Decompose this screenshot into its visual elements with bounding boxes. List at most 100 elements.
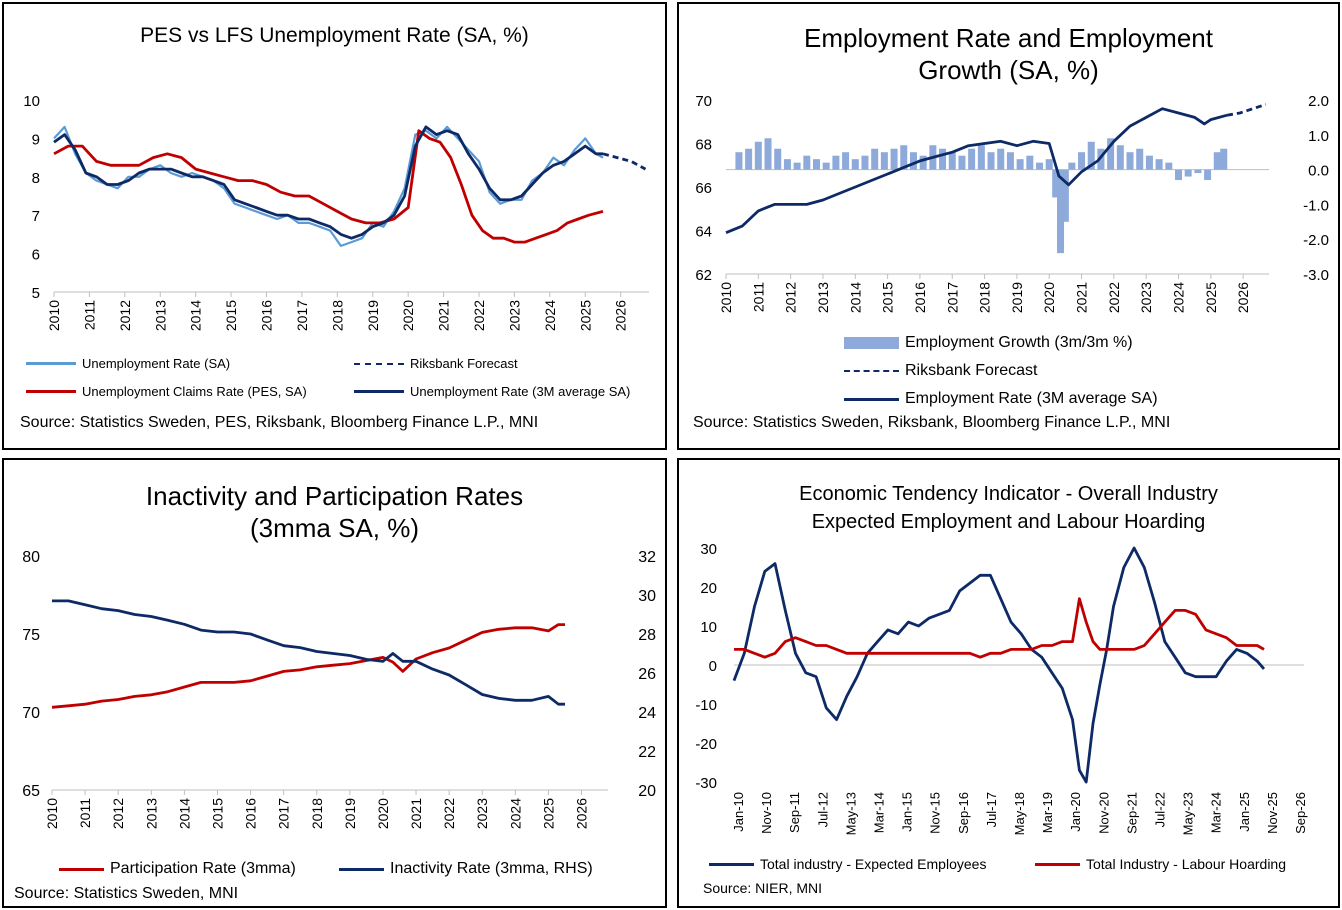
y-tick-label-left: 66: [695, 180, 712, 197]
growth-bar: [754, 141, 762, 170]
y-tick-label-right: 20: [638, 783, 656, 800]
growth-bar: [1145, 155, 1153, 170]
x-tick-label: 2013: [143, 798, 159, 829]
x-tick-label: 2010: [46, 300, 62, 331]
legend-swatch: [709, 862, 754, 866]
growth-bar: [764, 138, 772, 170]
chart-title-line1: Employment Rate and Employment: [804, 23, 1213, 53]
growth-bar: [909, 152, 917, 170]
x-tick-label: 2020: [1041, 282, 1057, 313]
legend-expected-employees: Total industry - Expected Employees: [709, 856, 986, 872]
legend-swatch: [844, 370, 899, 372]
y-tick-label: -30: [695, 775, 717, 792]
y-tick-label-right: 0.0: [1308, 163, 1329, 180]
growth-bar: [958, 155, 966, 170]
x-tick-label: 2010: [718, 282, 734, 313]
x-tick-label: Jan-10: [731, 792, 746, 832]
x-tick-label: Jan-15: [900, 792, 915, 832]
panel-participation: Inactivity and Participation Rates (3mma…: [2, 458, 667, 908]
legend-swatch: [1035, 862, 1080, 866]
panel-unemployment: PES vs LFS Unemployment Rate (SA, %) 10 9…: [2, 2, 667, 450]
x-tick-label: 2020: [400, 300, 416, 331]
y-tick-label: -20: [695, 736, 717, 753]
x-tick-label: 2019: [365, 300, 381, 331]
y-tick-label-left: 68: [695, 137, 712, 154]
growth-bar: [1016, 159, 1024, 170]
y-tick-label: 10: [23, 93, 40, 110]
y-tick-label-left: 62: [695, 267, 712, 284]
legend-label: Participation Rate (3mma): [110, 860, 296, 877]
growth-bar: [1220, 148, 1228, 170]
panel-employment: Employment Rate and Employment Growth (S…: [677, 2, 1340, 450]
x-tick-label: Mar-19: [1040, 792, 1055, 833]
x-tick-label: Nov-10: [759, 792, 774, 834]
series-line: [53, 125, 603, 240]
legend-swatch: [354, 390, 404, 393]
series-line: [53, 125, 604, 247]
y-tick-label-right: 26: [638, 666, 656, 683]
growth-bar: [793, 162, 801, 170]
x-tick-label: 2021: [1074, 282, 1090, 313]
growth-bar: [1184, 169, 1192, 177]
source-note: Source: Statistics Sweden, Riksbank, Blo…: [693, 414, 1171, 431]
growth-bar: [803, 155, 811, 170]
growth-bar: [813, 159, 820, 170]
growth-bar: [1061, 169, 1069, 222]
x-tick-label: 2026: [574, 798, 590, 829]
chart-title: PES vs LFS Unemployment Rate (SA, %): [140, 24, 529, 47]
x-tick-label: 2024: [507, 798, 523, 829]
series-line: [734, 597, 1265, 659]
x-tick-label: 2022: [471, 300, 487, 331]
x-tick-label: 2012: [110, 798, 126, 829]
legend-swatch: [354, 362, 404, 365]
x-tick-label: 2017: [276, 798, 292, 829]
series-line: [732, 546, 1266, 784]
chart-title-line2: (3mma SA, %): [249, 513, 420, 543]
tendency-chart: 30 20 10 0 -10 -20 -30 Jan-10 Nov-10 Sep-11 Jul-12…: [695, 541, 1308, 835]
growth-bar: [1175, 169, 1182, 181]
x-tick-label: 2014: [188, 300, 204, 331]
x-tick-label: Sep-11: [787, 792, 802, 833]
x-tick-label: 2018: [977, 282, 993, 313]
growth-bar: [735, 152, 743, 170]
panel-tendency: Economic Tendency Indicator - Overall In…: [677, 458, 1340, 908]
legend-swatch: [59, 867, 104, 871]
growth-bar: [1107, 138, 1115, 170]
x-tick-label: Jul-22: [1153, 792, 1168, 827]
source-note: Source: Statistics Sweden, PES, Riksbank…: [20, 414, 539, 431]
growth-bar: [1052, 169, 1060, 198]
growth-bar: [745, 148, 753, 170]
x-tick-label: Nov-20: [1096, 792, 1111, 834]
x-tick-label: 2012: [783, 282, 799, 313]
legend-swatch: [26, 390, 76, 393]
x-tick-label: May-23: [1181, 792, 1196, 835]
growth-bar: [919, 155, 927, 170]
x-tick-label: 2022: [441, 798, 457, 829]
x-tick-label: Mar-14: [872, 792, 887, 833]
growth-bar: [832, 155, 840, 170]
growth-bar: [1165, 162, 1173, 170]
legend-riksbank-forecast: Riksbank Forecast: [354, 356, 518, 371]
growth-bar: [900, 145, 908, 170]
x-tick-label: 2019: [1009, 282, 1025, 313]
x-tick-label: 2011: [750, 282, 766, 312]
x-tick-label: 2013: [152, 300, 168, 331]
chart-title: Employment Rate and Employment Growth (S…: [679, 22, 1338, 86]
x-tick-label: 2015: [223, 300, 239, 331]
growth-bar: [977, 145, 985, 170]
x-tick-label: Sep-21: [1124, 792, 1139, 834]
legend-label: Employment Growth (3m/3m %): [905, 334, 1133, 351]
y-tick-label: 7: [32, 208, 40, 225]
y-tick-label-right: -1.0: [1303, 197, 1329, 214]
x-tick-label: 2024: [542, 300, 558, 331]
x-tick-label: 2022: [1106, 282, 1122, 313]
growth-bar: [1078, 152, 1086, 170]
legend-label: Employment Rate (3M average SA): [905, 390, 1158, 407]
y-tick-label-right: 28: [638, 627, 656, 644]
y-tick-label-right: 22: [638, 744, 656, 761]
legend-label: Riksbank Forecast: [905, 362, 1038, 379]
legend-employment-growth: Employment Growth (3m/3m %): [844, 334, 1133, 352]
x-tick-label: 2014: [176, 798, 192, 829]
legend-claims-rate: Unemployment Claims Rate (PES, SA): [26, 384, 307, 399]
x-tick-label: Nov-25: [1265, 792, 1280, 834]
